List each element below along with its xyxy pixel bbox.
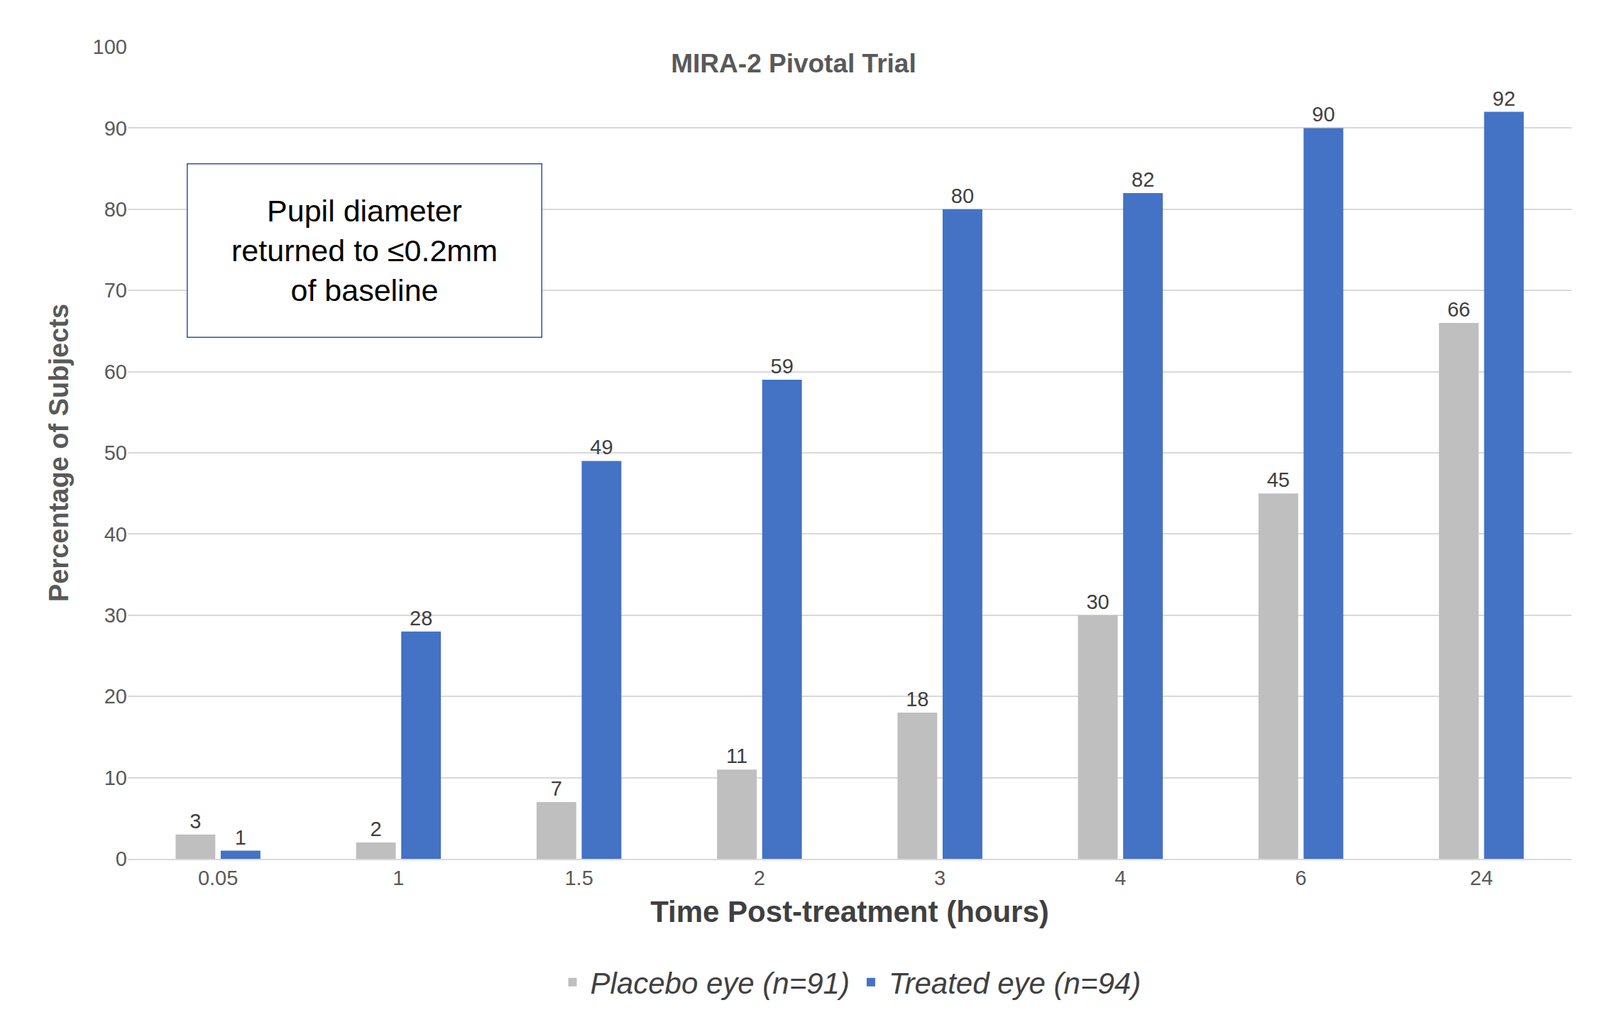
svg-text:2: 2 xyxy=(753,866,766,890)
svg-text:40: 40 xyxy=(104,523,128,546)
svg-text:Placebo eye (n=91): Placebo eye (n=91) xyxy=(590,966,850,1001)
svg-text:4: 4 xyxy=(1114,866,1126,890)
svg-text:0.05: 0.05 xyxy=(198,866,238,890)
svg-text:80: 80 xyxy=(951,184,974,208)
svg-text:18: 18 xyxy=(905,687,929,711)
svg-text:Percentage of Subjects: Percentage of Subjects xyxy=(44,303,74,602)
svg-text:28: 28 xyxy=(409,606,433,630)
svg-text:100: 100 xyxy=(92,35,128,59)
svg-text:3: 3 xyxy=(189,809,201,833)
svg-text:49: 49 xyxy=(589,435,613,459)
svg-text:Pupil diameterreturned to ≤0.2: Pupil diameterreturned to ≤0.2mmof basel… xyxy=(231,193,498,308)
svg-text:11: 11 xyxy=(726,744,748,768)
svg-text:60: 60 xyxy=(104,360,128,384)
svg-text:80: 80 xyxy=(104,198,128,221)
svg-text:6: 6 xyxy=(1295,866,1307,890)
svg-text:20: 20 xyxy=(104,685,128,708)
svg-text:1: 1 xyxy=(234,826,247,849)
svg-text:45: 45 xyxy=(1267,468,1290,492)
svg-text:59: 59 xyxy=(770,354,794,378)
svg-text:Time Post-treatment (hours): Time Post-treatment (hours) xyxy=(650,895,1050,929)
svg-text:66: 66 xyxy=(1447,298,1471,321)
svg-text:70: 70 xyxy=(104,278,128,302)
svg-text:90: 90 xyxy=(104,117,128,140)
svg-text:92: 92 xyxy=(1492,87,1516,111)
svg-text:30: 30 xyxy=(1086,590,1109,614)
svg-text:1: 1 xyxy=(392,866,404,890)
svg-text:10: 10 xyxy=(104,766,128,790)
svg-text:0: 0 xyxy=(115,847,128,871)
svg-text:50: 50 xyxy=(104,441,128,465)
svg-text:1.5: 1.5 xyxy=(564,866,593,890)
svg-text:30: 30 xyxy=(104,604,128,627)
svg-text:24: 24 xyxy=(1470,866,1493,890)
svg-text:90: 90 xyxy=(1311,102,1335,126)
svg-text:2: 2 xyxy=(370,817,382,841)
svg-text:MIRA-2 Pivotal Trial: MIRA-2 Pivotal Trial xyxy=(670,48,916,79)
svg-text:3: 3 xyxy=(934,866,946,890)
svg-text:Treated eye (n=94): Treated eye (n=94) xyxy=(888,966,1141,1001)
svg-text:82: 82 xyxy=(1131,168,1155,191)
svg-text:7: 7 xyxy=(550,777,563,800)
